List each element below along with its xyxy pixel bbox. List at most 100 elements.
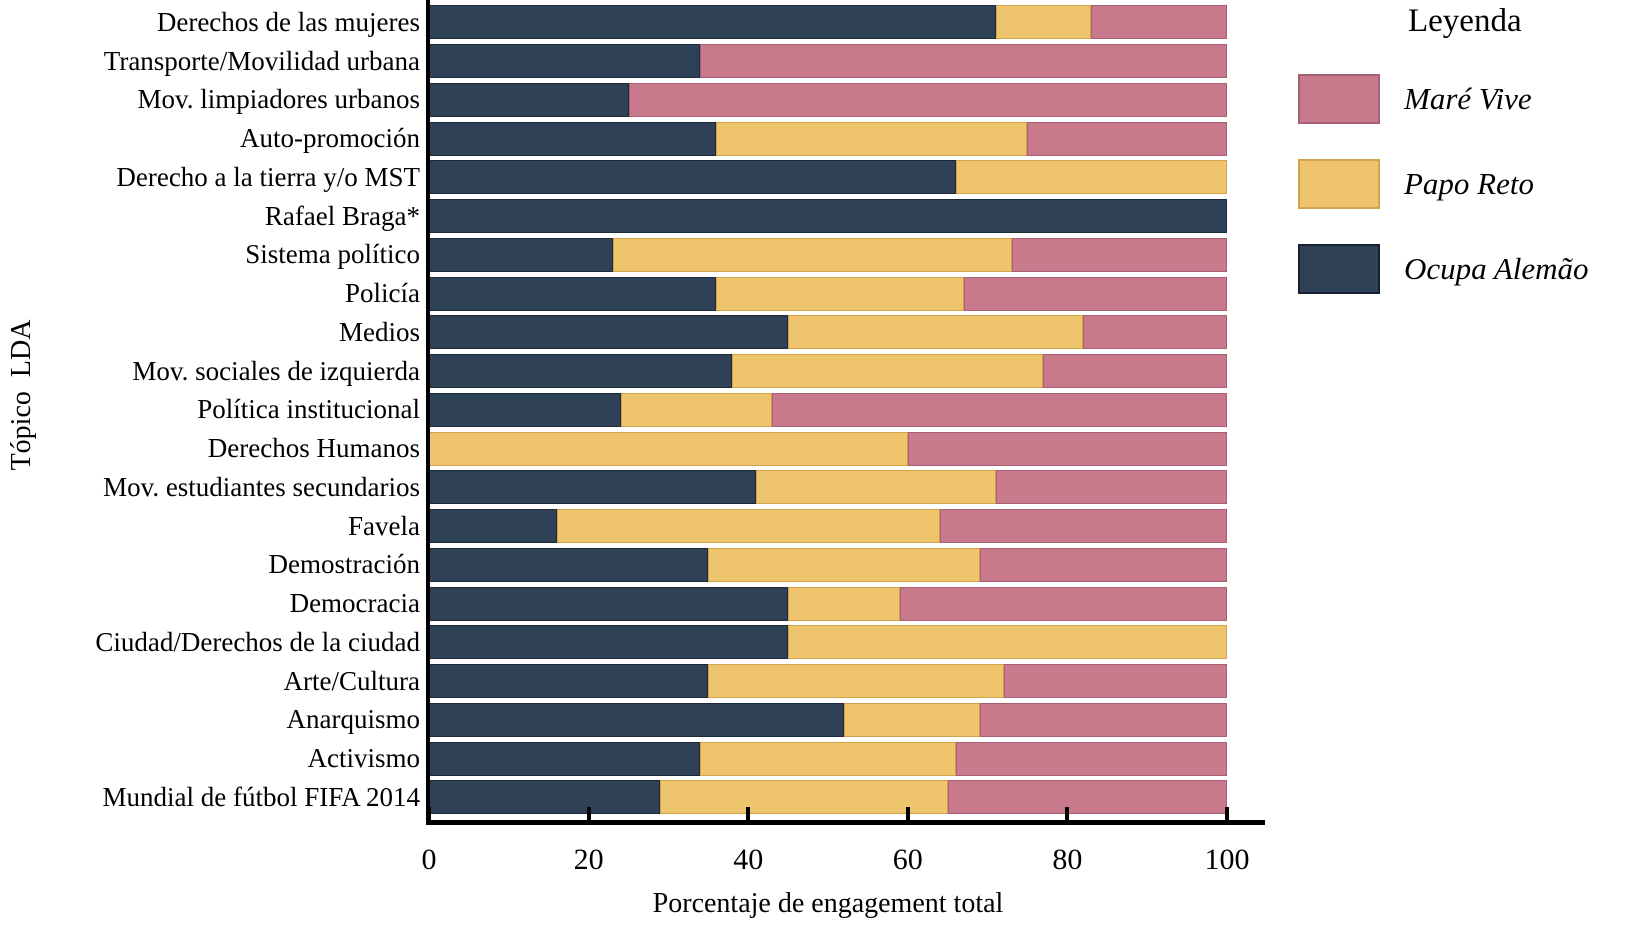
bar-row	[429, 158, 1227, 197]
bar-segment-ocupa-alemao	[429, 586, 789, 621]
x-axis-tick-label: 40	[733, 843, 764, 876]
legend-entries: Maré Vive Papo Reto Ocupa Alemão	[1298, 56, 1589, 311]
bar-row	[429, 662, 1227, 701]
x-axis-tick	[586, 807, 591, 820]
x-axis-tick-label: 100	[1204, 843, 1250, 876]
x-axis-tick-label: 0	[421, 843, 437, 876]
y-axis-category-label: Derechos de las mujeres	[156, 6, 420, 37]
bar-segment-mare-vive	[995, 470, 1227, 505]
bar-segment-mare-vive	[907, 431, 1227, 466]
bar-segment-mare-vive	[979, 702, 1227, 737]
y-axis-category-label: Mov. estudiantes secundarios	[103, 471, 420, 502]
bar-segment-ocupa-alemao	[429, 276, 717, 311]
bar-segment-ocupa-alemao	[429, 160, 956, 195]
bar-segment-papo-reto	[556, 509, 940, 544]
bar-row	[429, 701, 1227, 740]
bar-mundial-de-futbol-fifa-2014	[429, 780, 1227, 815]
bar-row	[429, 546, 1227, 585]
bar-segment-papo-reto	[612, 237, 1012, 272]
bar-segment-ocupa-alemao	[429, 392, 621, 427]
bar-segment-ocupa-alemao	[429, 741, 701, 776]
y-axis-category-label: Anarquismo	[286, 704, 420, 735]
bar-segment-papo-reto	[756, 470, 996, 505]
x-axis-tick	[427, 807, 431, 820]
x-axis-title: Porcentaje de engagement total	[652, 888, 1004, 919]
y-axis-category-label: Demostración	[268, 549, 420, 580]
bar-segment-ocupa-alemao	[429, 470, 757, 505]
bar-segment-papo-reto	[788, 625, 1227, 660]
y-axis-category-label: Favela	[348, 510, 420, 541]
bar-row	[429, 274, 1227, 313]
bar-segment-mare-vive	[1011, 237, 1227, 272]
legend-label: Ocupa Alemão	[1404, 251, 1589, 286]
bar-democracia	[429, 586, 1227, 621]
bar-mov-estudiantes-secundarios	[429, 470, 1227, 505]
x-axis-line	[426, 820, 1265, 825]
y-axis-category-label: Mundial de fútbol FIFA 2014	[102, 781, 420, 812]
legend-entry: Papo Reto	[1298, 141, 1589, 226]
y-axis-category-label: Sistema político	[245, 239, 420, 270]
bar-row	[429, 584, 1227, 623]
bar-policia	[429, 276, 1227, 311]
bar-segment-mare-vive	[899, 586, 1227, 621]
bar-row	[429, 468, 1227, 507]
bar-row	[429, 236, 1227, 275]
y-axis-category-label: Mov. limpiadores urbanos	[137, 84, 420, 115]
bar-sistema-politico	[429, 237, 1227, 272]
bar-segment-ocupa-alemao	[429, 44, 701, 79]
bar-segment-papo-reto	[788, 586, 900, 621]
legend-swatch-mare-vive	[1298, 73, 1380, 124]
bar-derechos-de-las-mujeres	[429, 5, 1227, 40]
legend-entry: Ocupa Alemão	[1298, 226, 1589, 311]
bar-segment-papo-reto	[620, 392, 773, 427]
bar-segment-papo-reto	[660, 780, 948, 815]
bar-segment-ocupa-alemao	[429, 780, 661, 815]
x-axis-tick-label: 60	[892, 843, 923, 876]
bar-arte-cultura	[429, 664, 1227, 699]
bar-segment-papo-reto	[995, 5, 1092, 40]
bar-row	[429, 623, 1227, 662]
y-axis-category-label: Democracia	[289, 588, 420, 619]
bar-row	[429, 352, 1227, 391]
y-axis-category-label: Activismo	[307, 743, 421, 774]
bar-row	[429, 778, 1227, 817]
bar-segment-ocupa-alemao	[429, 315, 789, 350]
bar-politica-institucional	[429, 392, 1227, 427]
bar-derecho-a-la-tierra-y-o-mst	[429, 160, 1227, 195]
bar-segment-ocupa-alemao	[429, 354, 733, 389]
bar-medios	[429, 315, 1227, 350]
bar-segment-papo-reto	[716, 276, 964, 311]
bar-row	[429, 391, 1227, 430]
y-axis-category-label: Rafael Braga*	[264, 200, 420, 231]
bar-mov-sociales-de-izquierda	[429, 354, 1227, 389]
legend-swatch-papo-reto	[1298, 158, 1380, 209]
bar-segment-papo-reto	[429, 431, 908, 466]
y-axis-category-label: Transporte/Movilidad urbana	[103, 45, 420, 76]
bar-segment-papo-reto	[700, 741, 956, 776]
y-axis-category-label: Política institucional	[197, 394, 420, 425]
bar-segment-papo-reto	[708, 547, 980, 582]
bar-mov-limpiadores-urbanos	[429, 82, 1227, 117]
y-axis-category-label: Mov. sociales de izquierda	[132, 355, 420, 386]
legend-swatch-ocupa-alemao	[1298, 243, 1380, 294]
bar-auto-promocion	[429, 121, 1227, 156]
legend-entry: Maré Vive	[1298, 56, 1589, 141]
bar-row	[429, 507, 1227, 546]
bar-segment-papo-reto	[708, 664, 1004, 699]
bar-row	[429, 313, 1227, 352]
legend: Leyenda Maré Vive Papo Reto Ocupa Alemão	[1298, 5, 1589, 311]
x-axis-tick	[746, 807, 751, 820]
bar-segment-mare-vive	[628, 82, 1227, 117]
bar-anarquismo	[429, 702, 1227, 737]
bar-segment-papo-reto	[732, 354, 1044, 389]
bar-segment-mare-vive	[1083, 315, 1227, 350]
legend-label: Maré Vive	[1404, 81, 1532, 116]
bar-row	[429, 429, 1227, 468]
bar-segment-mare-vive	[1091, 5, 1227, 40]
bar-segment-mare-vive	[963, 276, 1227, 311]
y-axis-category-label: Ciudad/Derechos de la ciudad	[95, 626, 420, 657]
x-axis-tick-label: 20	[573, 843, 604, 876]
y-axis-category-label: Policía	[345, 278, 420, 309]
bar-rafael-braga	[429, 199, 1227, 234]
